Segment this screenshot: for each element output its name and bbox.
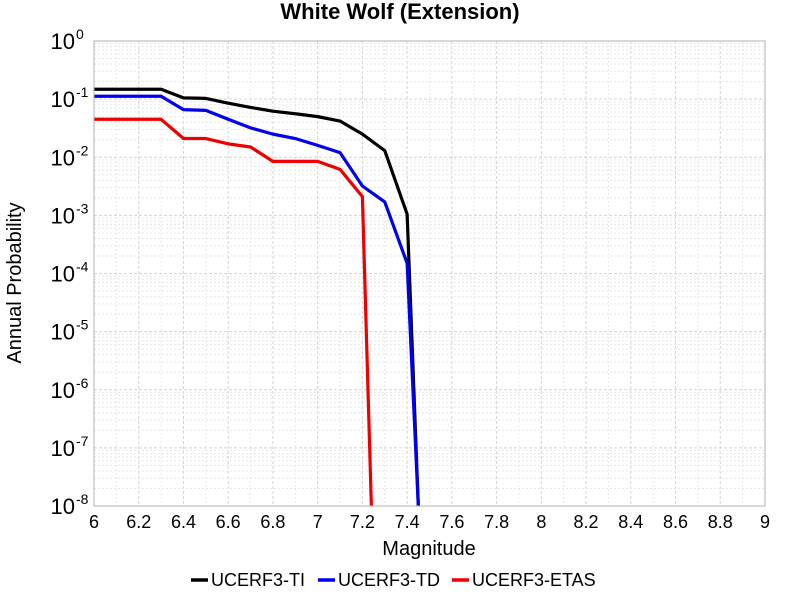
legend: UCERF3-TI UCERF3-TD UCERF3-ETAS (191, 570, 596, 590)
series-line-2 (94, 117, 373, 507)
y-tick-label: 10 (51, 436, 75, 461)
x-tick-label: 6.6 (216, 512, 241, 532)
y-tick-exponent: -6 (76, 375, 89, 391)
x-tick-label: 8.8 (708, 512, 733, 532)
x-tick-label: 8.2 (574, 512, 599, 532)
x-tick-label: 6.2 (126, 512, 151, 532)
plot-area-border (93, 40, 766, 507)
y-tick-exponent: -2 (76, 142, 89, 158)
x-axis-ticks: 6 6.2 6.4 6.6 6.8 7 7.2 7.4 7.6 7.8 8 8.2 8.4 8.6 8.8 9 (89, 512, 770, 532)
y-tick-label: 10 (51, 262, 75, 287)
y-tick-exponent: -5 (76, 317, 89, 333)
series-line-0 (94, 87, 420, 507)
chart-title: White Wolf (Extension) (280, 0, 519, 24)
x-tick-label: 7.6 (439, 512, 464, 532)
y-tick-exponent: 0 (76, 26, 84, 42)
x-tick-label: 6.4 (171, 512, 196, 532)
x-tick-label: 6 (89, 512, 99, 532)
x-tick-label: 7 (313, 512, 323, 532)
legend-label-0: UCERF3-TI (211, 570, 305, 590)
x-tick-label: 8 (536, 512, 546, 532)
y-tick-exponent: -7 (76, 433, 89, 449)
y-tick-label: 10 (51, 29, 75, 54)
y-tick-exponent: -8 (76, 491, 89, 507)
x-tick-label: 7.2 (350, 512, 375, 532)
y-tick-label: 10 (51, 145, 75, 170)
x-tick-label: 8.6 (663, 512, 688, 532)
legend-label-2: UCERF3-ETAS (472, 570, 596, 590)
series-lines (94, 87, 420, 507)
x-tick-label: 7.4 (395, 512, 420, 532)
x-tick-label: 7.8 (484, 512, 509, 532)
x-axis-label: Magnitude (382, 538, 475, 560)
y-tick-exponent: -3 (76, 200, 89, 216)
y-tick-label: 10 (51, 320, 75, 345)
series-line-1 (94, 94, 420, 507)
x-tick-label: 9 (760, 512, 770, 532)
legend-label-1: UCERF3-TD (338, 570, 440, 590)
y-tick-label: 10 (51, 378, 75, 403)
y-tick-label: 10 (51, 494, 75, 519)
y-tick-label: 10 (51, 203, 75, 228)
y-tick-exponent: -1 (76, 84, 89, 100)
x-tick-label: 6.8 (260, 512, 285, 532)
y-tick-label: 10 (51, 87, 75, 112)
y-axis-label: Annual Probability (4, 202, 26, 363)
x-tick-label: 8.4 (618, 512, 643, 532)
y-tick-exponent: -4 (76, 259, 89, 275)
